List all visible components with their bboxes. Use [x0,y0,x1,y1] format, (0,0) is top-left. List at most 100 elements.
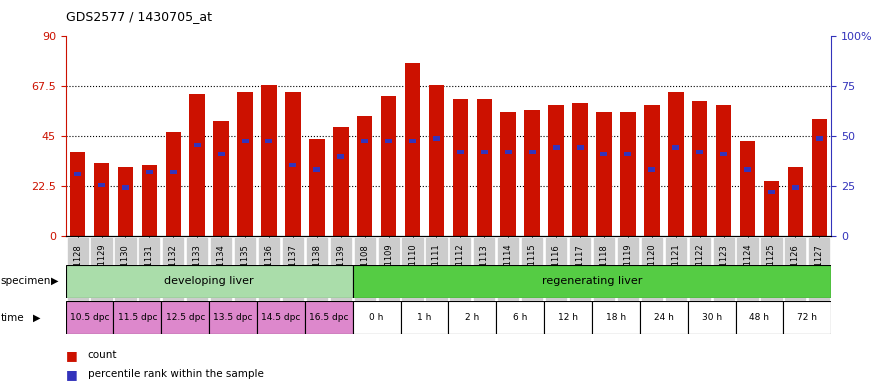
Text: 10.5 dpc: 10.5 dpc [70,313,109,322]
Text: GDS2577 / 1430705_at: GDS2577 / 1430705_at [66,10,212,23]
Bar [146,170,153,174]
Bar [739,141,755,236]
Bar [114,301,161,334]
Text: 48 h: 48 h [750,313,769,322]
Text: time: time [1,313,24,323]
Bar [496,301,544,334]
Bar [161,301,209,334]
Bar [549,105,564,236]
Bar [214,121,229,236]
Bar [648,167,655,172]
Bar [361,139,368,143]
Bar [66,301,114,334]
Text: 30 h: 30 h [702,313,722,322]
Bar [788,167,803,236]
Bar [592,301,640,334]
Bar [265,139,272,143]
Bar [357,116,373,236]
Bar [620,112,635,236]
Text: ▶: ▶ [51,276,59,286]
Bar [117,167,133,236]
Bar [600,152,607,156]
Bar [433,136,440,141]
Text: 11.5 dpc: 11.5 dpc [117,313,158,322]
Text: 14.5 dpc: 14.5 dpc [262,313,301,322]
Text: 1 h: 1 h [417,313,431,322]
Bar [668,92,683,236]
Bar [764,181,780,236]
Bar [309,139,325,236]
Bar [409,139,416,143]
Bar [644,105,660,236]
Text: 6 h: 6 h [513,313,528,322]
Bar [165,132,181,236]
Bar [640,301,688,334]
Bar [553,145,560,150]
Bar [170,170,177,174]
Bar [333,127,348,236]
Text: ▶: ▶ [33,313,41,323]
Bar [262,85,276,236]
Bar [98,183,105,187]
Bar [74,172,81,176]
Bar [66,265,353,298]
Text: 16.5 dpc: 16.5 dpc [309,313,348,322]
Bar [544,301,592,334]
Bar [290,163,297,167]
Text: developing liver: developing liver [164,276,254,286]
Bar [811,119,827,236]
Text: 12.5 dpc: 12.5 dpc [165,313,205,322]
Bar [688,301,736,334]
Bar [401,301,449,334]
Text: 12 h: 12 h [558,313,578,322]
Bar [744,167,751,172]
Bar [481,150,488,154]
Bar [209,301,257,334]
Bar [353,301,401,334]
Text: count: count [88,350,117,360]
Bar [783,301,831,334]
Text: 18 h: 18 h [606,313,626,322]
Bar [142,165,158,236]
Bar [500,112,516,236]
Text: regenerating liver: regenerating liver [542,276,642,286]
Text: specimen: specimen [1,276,52,286]
Text: 0 h: 0 h [369,313,384,322]
Bar [720,152,727,156]
Bar [337,154,344,159]
Bar [696,150,704,154]
Bar [122,185,129,190]
Bar [94,163,109,236]
Bar [528,150,536,154]
Bar [218,152,225,156]
Bar [577,145,584,150]
Bar [190,94,205,236]
Bar [257,301,304,334]
Bar [193,143,200,147]
Text: 24 h: 24 h [654,313,674,322]
Bar [768,190,775,194]
Bar [816,136,822,141]
Bar [452,99,468,236]
Text: 72 h: 72 h [797,313,817,322]
Bar [672,145,679,150]
Bar [505,150,512,154]
Bar [70,152,86,236]
Text: 2 h: 2 h [466,313,480,322]
Bar [572,103,588,236]
Bar [716,105,732,236]
Bar [477,99,492,236]
Bar [457,150,464,154]
Bar [237,92,253,236]
Bar [736,301,783,334]
Bar [242,139,248,143]
Text: 13.5 dpc: 13.5 dpc [214,313,253,322]
Bar [405,63,420,236]
Bar [792,185,799,190]
Bar [692,101,707,236]
Bar [353,265,831,298]
Bar [449,301,496,334]
Text: percentile rank within the sample: percentile rank within the sample [88,369,263,379]
Bar [285,92,301,236]
Bar [313,167,320,172]
